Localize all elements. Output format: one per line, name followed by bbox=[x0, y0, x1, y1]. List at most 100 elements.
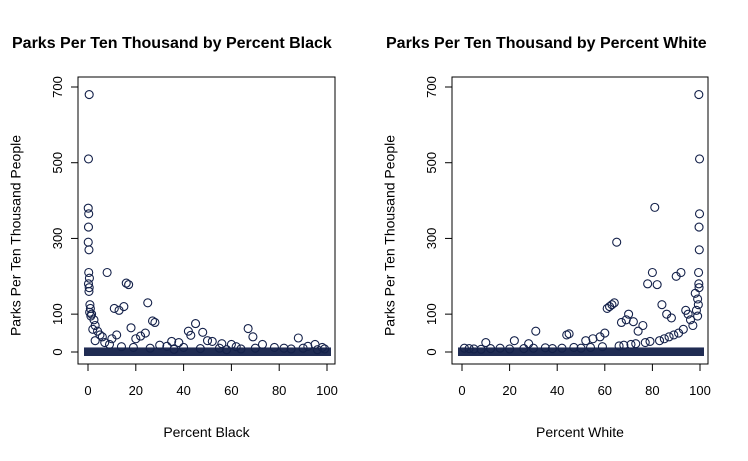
data-point bbox=[616, 317, 627, 328]
data-point bbox=[664, 332, 674, 342]
data-point bbox=[602, 303, 612, 314]
data-point bbox=[131, 334, 141, 344]
data-point bbox=[464, 344, 474, 354]
data-point bbox=[676, 267, 686, 278]
y-tick-label: 100 bbox=[50, 303, 65, 325]
data-point bbox=[693, 300, 703, 310]
data-point bbox=[286, 344, 296, 354]
data-point bbox=[581, 336, 591, 346]
data-point bbox=[84, 90, 94, 100]
data-point bbox=[505, 344, 515, 354]
x-tick-label: 100 bbox=[689, 383, 711, 398]
chart-title: Parks Per Ten Thousand by Percent Black bbox=[12, 35, 332, 52]
data-point bbox=[236, 344, 246, 354]
x-tick-label: 80 bbox=[645, 383, 659, 398]
data-point bbox=[169, 344, 179, 354]
x-tick-label: 60 bbox=[598, 383, 612, 398]
data-point bbox=[150, 317, 160, 328]
data-point bbox=[257, 339, 268, 349]
data-point bbox=[694, 222, 704, 232]
x-tick-label: 20 bbox=[502, 383, 516, 398]
x-tick-label: 0 bbox=[458, 383, 465, 398]
data-point bbox=[226, 339, 236, 349]
data-point bbox=[619, 340, 629, 350]
data-point bbox=[693, 294, 703, 304]
data-point bbox=[84, 209, 94, 219]
y-tick-label: 0 bbox=[50, 348, 65, 355]
data-point bbox=[167, 336, 177, 346]
data-point bbox=[222, 345, 232, 355]
data-point bbox=[624, 309, 634, 319]
data-point bbox=[102, 267, 112, 278]
data-point bbox=[95, 330, 105, 340]
y-tick-label: 0 bbox=[424, 348, 439, 355]
data-point bbox=[126, 323, 136, 333]
data-point bbox=[147, 316, 158, 326]
data-point bbox=[217, 339, 227, 349]
data-point bbox=[669, 330, 679, 340]
data-point bbox=[652, 280, 662, 290]
data-point bbox=[694, 245, 704, 255]
data-point bbox=[657, 300, 667, 310]
data-point bbox=[557, 343, 567, 353]
data-point bbox=[231, 342, 241, 352]
data-point bbox=[645, 336, 655, 346]
data-point bbox=[312, 345, 322, 355]
chart-title: Parks Per Ten Thousand by Percent White bbox=[386, 35, 707, 52]
data-point bbox=[666, 313, 676, 323]
data-point bbox=[143, 298, 153, 308]
data-point bbox=[90, 336, 100, 346]
data-point bbox=[145, 343, 155, 353]
data-point bbox=[524, 339, 534, 349]
data-point bbox=[109, 303, 119, 314]
data-point bbox=[612, 237, 622, 247]
x-tick-label: 20 bbox=[129, 383, 143, 398]
data-point bbox=[119, 302, 129, 312]
data-point bbox=[693, 311, 703, 321]
data-point bbox=[650, 202, 660, 212]
data-point bbox=[659, 334, 669, 344]
data-point bbox=[694, 279, 704, 289]
data-point bbox=[97, 332, 107, 342]
data-point bbox=[112, 330, 122, 340]
data-point bbox=[248, 332, 258, 342]
data-point bbox=[83, 222, 94, 232]
y-tick-label: 300 bbox=[50, 228, 65, 250]
data-point bbox=[694, 209, 705, 219]
data-point bbox=[576, 343, 586, 353]
data-point bbox=[279, 343, 289, 353]
plot-frame bbox=[77, 76, 336, 365]
data-point bbox=[564, 329, 574, 339]
data-point bbox=[509, 336, 519, 346]
data-point bbox=[674, 328, 684, 338]
points-layer bbox=[83, 90, 331, 356]
data-point bbox=[293, 333, 303, 343]
points-layer bbox=[458, 90, 705, 356]
data-point bbox=[528, 343, 538, 353]
data-point bbox=[128, 342, 138, 353]
data-point bbox=[531, 326, 541, 336]
y-tick-label: 500 bbox=[424, 152, 439, 174]
data-point bbox=[631, 339, 641, 349]
x-tick-label: 40 bbox=[176, 383, 190, 398]
data-point bbox=[183, 326, 193, 336]
data-point bbox=[547, 344, 557, 354]
data-point bbox=[691, 305, 701, 315]
data-point bbox=[202, 336, 213, 346]
data-point bbox=[690, 288, 700, 298]
data-point bbox=[269, 342, 279, 353]
y-tick-label: 700 bbox=[50, 76, 65, 98]
data-point bbox=[84, 283, 94, 293]
data-point bbox=[198, 327, 208, 337]
data-point bbox=[585, 342, 596, 353]
data-point bbox=[298, 343, 308, 353]
data-point bbox=[100, 337, 110, 348]
dense-points-band bbox=[84, 347, 331, 356]
data-point bbox=[597, 342, 607, 352]
data-point bbox=[207, 336, 217, 346]
data-point bbox=[481, 337, 491, 348]
data-point bbox=[609, 298, 619, 308]
data-point bbox=[116, 342, 127, 352]
data-point bbox=[647, 267, 657, 278]
